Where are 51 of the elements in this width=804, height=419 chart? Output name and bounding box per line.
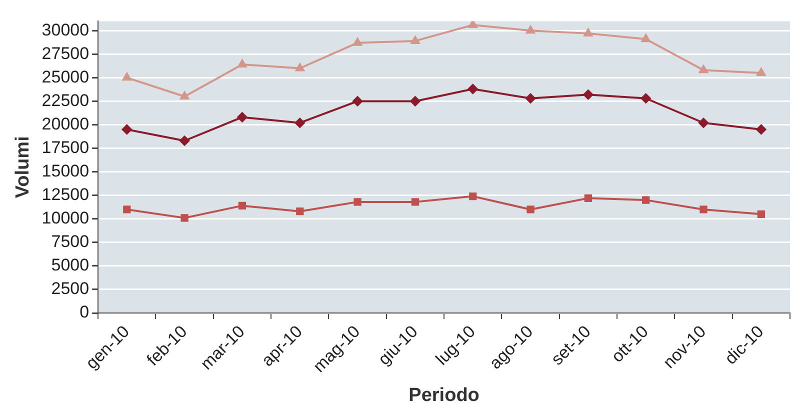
point	[238, 60, 247, 68]
x-axis-title: Periodo	[408, 384, 480, 406]
point	[700, 206, 708, 214]
y-tick-label: 27500	[42, 44, 90, 63]
point	[469, 192, 477, 200]
y-tick-label: 12500	[42, 185, 90, 204]
point	[757, 210, 765, 218]
point	[642, 196, 650, 204]
point	[468, 84, 478, 94]
point	[640, 93, 651, 104]
y-tick-label: 25000	[42, 67, 90, 86]
point	[584, 28, 593, 36]
point	[294, 118, 305, 128]
point	[123, 206, 131, 214]
point	[526, 26, 535, 34]
point	[756, 68, 766, 76]
y-tick-label: 10000	[42, 208, 90, 228]
point	[526, 206, 534, 214]
y-tick-label: 17500	[42, 138, 90, 157]
y-tick-label: 5000	[51, 256, 90, 275]
y-axis-title: Volumi	[12, 136, 34, 198]
point	[238, 202, 246, 210]
point	[296, 208, 304, 216]
point	[353, 38, 362, 46]
point	[698, 118, 709, 128]
point	[699, 65, 708, 74]
point	[410, 36, 420, 44]
y-tick-label: 7500	[51, 232, 90, 252]
point	[180, 214, 188, 222]
y-tick-label: 30000	[42, 20, 90, 40]
point	[352, 96, 363, 106]
point	[180, 136, 190, 146]
point	[411, 198, 420, 206]
point	[583, 90, 594, 100]
point	[237, 112, 248, 122]
point	[410, 96, 420, 106]
point	[122, 124, 132, 134]
point	[526, 93, 536, 104]
y-tick-label: 0	[80, 302, 90, 322]
point	[641, 34, 650, 42]
y-tick-label: 15000	[42, 162, 90, 181]
point	[584, 194, 592, 202]
point	[122, 72, 132, 81]
y-tick-label: 20000	[42, 114, 90, 134]
y-tick-label: 2500	[51, 279, 90, 298]
point	[756, 124, 766, 134]
point	[295, 63, 304, 72]
point	[180, 92, 190, 100]
point	[468, 21, 478, 28]
point	[354, 198, 362, 206]
y-tick-label: 22500	[42, 90, 90, 110]
